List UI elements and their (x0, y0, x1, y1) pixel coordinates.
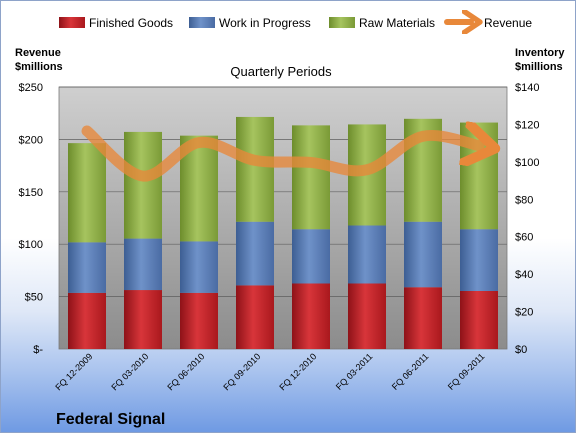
x-tick-label: FQ 03-2011 (334, 351, 375, 392)
bar-raw-materials (124, 131, 162, 239)
x-tick-label: FQ 09-2010 (221, 351, 262, 392)
right-tick-label: $100 (515, 157, 539, 169)
bar-finished-goods (180, 292, 218, 349)
bar-work-in-progress (460, 229, 498, 291)
bar-finished-goods (236, 285, 274, 349)
x-tick-label: FQ 06-2011 (390, 351, 431, 392)
right-tick-label: $60 (515, 232, 533, 244)
left-axis-title-line2: $millions (15, 61, 63, 73)
bar-series (68, 116, 498, 349)
chart-title: Quarterly Periods (230, 64, 332, 79)
x-axis-ticks: FQ 12-2009 FQ 03-2010 FQ 06-2010 FQ 09-2010… (53, 351, 486, 392)
legend-label-finished-goods: Finished Goods (89, 16, 173, 30)
legend-swatch-raw-materials (329, 17, 355, 28)
right-tick-label: $140 (515, 82, 539, 94)
right-tick-label: $40 (515, 269, 533, 281)
left-tick-label: $250 (19, 82, 43, 94)
right-axis-title-line2: $millions (515, 61, 563, 73)
left-tick-label: $- (33, 344, 43, 356)
x-tick-label: FQ 03-2010 (109, 351, 150, 392)
revenue-line-series (81, 131, 479, 182)
legend-label-raw-materials: Raw Materials (359, 16, 435, 30)
right-tick-label: $80 (515, 194, 533, 206)
x-tick-label: FQ 12-2010 (277, 351, 318, 392)
left-tick-label: $50 (25, 292, 43, 304)
legend-swatch-finished-goods (59, 17, 85, 28)
bar-work-in-progress (404, 221, 442, 288)
bar-finished-goods (292, 283, 330, 349)
legend-label-revenue: Revenue (484, 16, 532, 30)
bar-work-in-progress (236, 221, 274, 286)
bar-work-in-progress (348, 225, 386, 284)
bar-finished-goods (404, 287, 442, 349)
x-tick-label: FQ 06-2010 (165, 351, 206, 392)
bar-work-in-progress (124, 238, 162, 291)
right-tick-label: $120 (515, 119, 539, 131)
company-name: Federal Signal (56, 411, 165, 428)
bar-finished-goods (348, 283, 386, 349)
x-tick-label: FQ 09-2011 (446, 351, 487, 392)
legend-label-work-in-progress: Work in Progress (219, 16, 311, 30)
bar-work-in-progress (292, 229, 330, 284)
bar-raw-materials (292, 125, 330, 230)
right-axis-ticks: $0 $20 $40 $60 $80 $100 $120 $140 (515, 82, 539, 356)
left-axis-ticks: $- $50 $100 $150 $200 $250 (19, 82, 44, 356)
left-tick-label: $150 (19, 187, 43, 199)
legend: Finished Goods Work in Progress Raw Mate… (59, 16, 532, 30)
left-tick-label: $200 (19, 134, 43, 146)
revenue-line (81, 131, 479, 182)
bar-finished-goods (124, 290, 162, 349)
right-tick-label: $20 (515, 307, 533, 319)
right-axis-title-line1: Inventory (515, 47, 565, 59)
bar-raw-materials (68, 143, 106, 243)
x-tick-label: FQ 12-2009 (53, 351, 94, 392)
bar-finished-goods (68, 292, 106, 349)
right-tick-label: $0 (515, 344, 527, 356)
bar-work-in-progress (180, 241, 218, 293)
bar-finished-goods (460, 290, 498, 349)
legend-swatch-work-in-progress (189, 17, 215, 28)
bar-work-in-progress (68, 242, 106, 293)
bar-raw-materials (236, 116, 274, 222)
left-axis-title-line1: Revenue (15, 47, 61, 59)
left-tick-label: $100 (19, 239, 43, 251)
